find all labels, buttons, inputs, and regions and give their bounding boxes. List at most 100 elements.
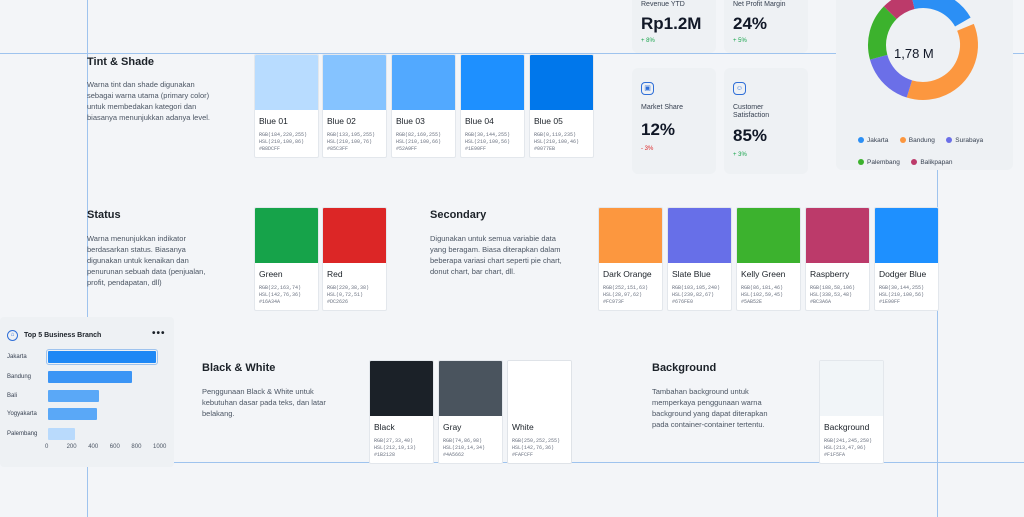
swatch-name: Background [824, 422, 870, 432]
swatch-hsl: HSL(338,53,48) [810, 292, 853, 298]
kpi-card-net-profit: Net Profit Margin 24% + 5% [724, 0, 808, 53]
swatch-meta: RGB(188,58,106) HSL(338,53,48) #BC3A6A [806, 285, 869, 310]
kpi-change: + 5% [733, 38, 747, 44]
swatch-rgb: RGB(86,181,46) [741, 285, 784, 291]
swatch-color [323, 55, 386, 110]
swatch-rgb: RGB(82,169,255) [396, 132, 442, 138]
color-swatch[interactable]: Gray RGB(74,86,98) HSL(210,14,34) #4A5662 [438, 360, 503, 464]
swatch-rgb: RGB(241,245,250) [824, 438, 873, 444]
color-swatch[interactable]: Blue 03 RGB(82,169,255) HSL(210,100,66) #52… [391, 54, 456, 158]
color-swatch[interactable]: Kelly Green RGB(86,181,46) HSL(102,59,45) #… [736, 207, 801, 311]
swatch-hex: #52A9FF [396, 146, 418, 152]
swatch-hsl: HSL(210,14,34) [443, 445, 486, 451]
axis-tick-label: 200 [66, 444, 77, 450]
kpi-label: Revenue YTD [641, 1, 685, 8]
swatch-hex: #BC3A6A [810, 299, 832, 305]
axis-tick-label: 400 [88, 444, 99, 450]
donut-card: 1,78 M Jakarta Bandung Surabaya Palemban… [836, 0, 1013, 170]
swatch-color [461, 55, 524, 110]
swatch-meta: RGB(241,245,250) HSL(213,47,96) #F1F5FA [820, 438, 883, 463]
swatch-hex: #5AB52E [741, 299, 763, 305]
branch-bar[interactable] [48, 371, 133, 383]
swatch-name: Blue 02 [327, 116, 356, 126]
swatch-rgb: RGB(184,220,255) [259, 132, 308, 138]
color-swatch[interactable]: Raspberry RGB(188,58,106) HSL(338,53,48) #B… [805, 207, 870, 311]
swatch-hsl: HSL(142,76,36) [512, 445, 555, 451]
swatch-color [737, 208, 800, 263]
kpi-value: Rp1.2M [641, 14, 702, 33]
swatch-rgb: RGB(133,195,255) [327, 132, 376, 138]
color-swatch[interactable]: Red RGB(220,38,38) HSL(0,72,51) #DC2626 [322, 207, 387, 311]
swatch-name: Green [259, 269, 283, 279]
swatch-name: Black [374, 422, 395, 432]
color-swatch[interactable]: Blue 05 RGB(0,119,235) HSL(210,100,46) #007… [529, 54, 594, 158]
more-options-icon[interactable]: ••• [152, 328, 166, 339]
color-swatch[interactable]: Green RGB(22,163,74) HSL(142,76,36) #16A34A [254, 207, 319, 311]
donut-center-label: 1,78 M [894, 46, 934, 61]
swatch-hsl: HSL(142,76,36) [259, 292, 302, 298]
swatch-color [255, 208, 318, 263]
color-swatch[interactable]: Blue 02 RGB(133,195,255) HSL(210,100,76) #8… [322, 54, 387, 158]
branch-bar[interactable] [48, 390, 99, 402]
branch-bar[interactable] [48, 408, 97, 420]
swatch-name: Blue 04 [465, 116, 494, 126]
swatch-name: Gray [443, 422, 462, 432]
swatch-hsl: HSL(0,72,51) [327, 292, 364, 298]
swatch-color [806, 208, 869, 263]
color-swatch[interactable]: White RGB(250,252,255) HSL(142,76,36) #FAFC… [507, 360, 572, 464]
swatch-hsl: HSL(210,100,86) [259, 139, 305, 145]
color-swatch[interactable]: Dark Orange RGB(252,151,63) HSL(28,97,62) #… [598, 207, 663, 311]
swatch-meta: RGB(252,151,63) HSL(28,97,62) #FC973F [599, 285, 662, 310]
color-swatch[interactable]: Slate Blue RGB(103,105,240) HSL(239,82,67)… [667, 207, 732, 311]
color-swatch[interactable]: Black RGB(27,33,40) HSL(212,19,13) #1B2128 [369, 360, 434, 464]
swatch-name: Dark Orange [603, 269, 652, 279]
kpi-value: 24% [733, 14, 768, 33]
section-title-secondary: Secondary [430, 209, 487, 221]
kpi-value: 12% [641, 120, 676, 139]
kpi-card-satisfaction: ☺ Customer Satisfaction 85% + 3% [724, 68, 808, 174]
axis-tick-label: 800 [131, 444, 142, 450]
swatch-hsl: HSL(102,59,45) [741, 292, 784, 298]
swatch-meta: RGB(86,181,46) HSL(102,59,45) #5AB52E [737, 285, 800, 310]
swatch-meta: RGB(74,86,98) HSL(210,14,34) #4A5662 [439, 438, 502, 463]
swatch-color [530, 55, 593, 110]
swatch-name: Raspberry [810, 269, 850, 279]
donut-legend: Jakarta Bandung Surabaya Palembang Balik… [858, 130, 1008, 170]
section-desc-status: Warna menunjukkan indikator berdasarkan … [87, 234, 206, 287]
swatch-color [668, 208, 731, 263]
swatch-hsl: HSL(28,97,62) [603, 292, 643, 298]
swatch-hex: #1E90FF [465, 146, 487, 152]
chart-icon: ▣ [641, 82, 654, 95]
axis-tick-label: 1000 [153, 444, 167, 450]
branch-bar[interactable] [48, 428, 75, 440]
donut-slice-surabaya [868, 0, 978, 100]
swatch-rgb: RGB(74,86,98) [443, 438, 483, 444]
swatch-rgb: RGB(252,151,63) [603, 285, 649, 291]
swatch-hsl: HSL(210,100,46) [534, 139, 580, 145]
branch-label: Bali [7, 393, 18, 399]
branch-title: Top 5 Business Branch [24, 332, 102, 339]
swatch-rgb: RGB(250,252,255) [512, 438, 561, 444]
swatch-meta: RGB(184,220,255) HSL(210,100,86) #B8DCFF [255, 132, 318, 157]
legend-item: Surabaya [946, 137, 983, 144]
swatch-name: Red [327, 269, 343, 279]
section-desc-tint: Warna tint dan shade digunakan sebagai w… [87, 80, 210, 122]
branch-bar[interactable] [46, 349, 158, 365]
color-swatch[interactable]: Background RGB(241,245,250) HSL(213,47,96)… [819, 360, 884, 464]
swatch-rgb: RGB(220,38,38) [327, 285, 370, 291]
color-swatch[interactable]: Dodger Blue RGB(30,144,255) HSL(210,100,56… [874, 207, 939, 311]
donut-slice-balikpapan [868, 0, 978, 100]
swatch-meta: RGB(30,144,255) HSL(210,100,56) #1E90FF [875, 285, 938, 310]
color-swatch[interactable]: Blue 01 RGB(184,220,255) HSL(210,100,86) #B… [254, 54, 319, 158]
axis-tick-label: 600 [109, 444, 120, 450]
swatch-name: Blue 05 [534, 116, 563, 126]
guide-line [0, 53, 1024, 54]
swatch-hex: #85C3FF [327, 146, 349, 152]
building-icon: ⌂ [7, 330, 18, 341]
swatch-hex: #1B2128 [374, 452, 396, 458]
kpi-value: 85% [733, 126, 768, 145]
swatch-hsl: HSL(213,47,96) [824, 445, 867, 451]
kpi-label: Market Share [641, 104, 684, 111]
color-swatch[interactable]: Blue 04 RGB(30,144,255) HSL(210,100,56) #1E… [460, 54, 525, 158]
swatch-name: Dodger Blue [879, 269, 927, 279]
